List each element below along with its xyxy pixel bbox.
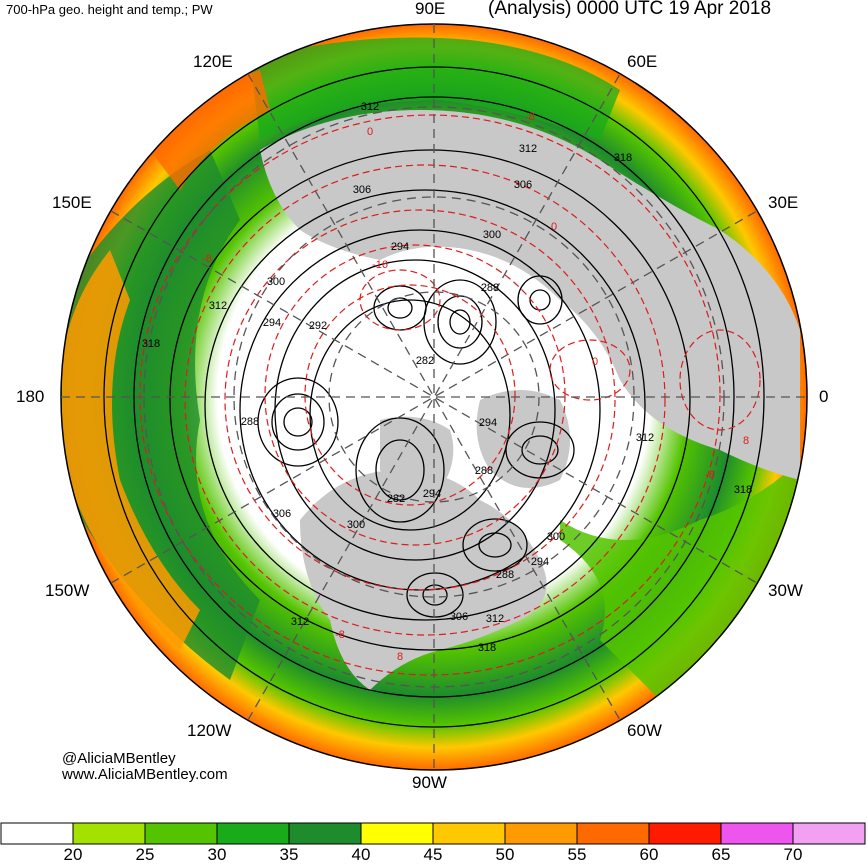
lon-label-120w: 120W xyxy=(187,721,232,740)
lon-label-30w: 30W xyxy=(768,581,803,600)
land-north-america xyxy=(300,470,547,690)
height-contour-label: 292 xyxy=(309,320,327,332)
credit-handle: @AliciaMBentley xyxy=(62,750,176,767)
temperature-contour-label: 0 xyxy=(551,221,557,233)
pw-band-indochina xyxy=(150,70,270,190)
height-contour-label: 312 xyxy=(486,613,504,625)
height-contours xyxy=(103,66,765,728)
height-contour-label: 306 xyxy=(514,179,532,191)
height-contour-label: 312 xyxy=(209,300,227,312)
height-contour-label: 288 xyxy=(241,416,259,428)
height-contour-labels: 312 312 318 306 306 300 294 288 300 294 312 318 292 2… xyxy=(142,101,752,654)
chart-title-left: 700-hPa geo. height and temp.; PW xyxy=(6,2,213,17)
lon-label-90e: 90E xyxy=(415,0,446,18)
lon-label-60w: 60W xyxy=(627,721,662,740)
colorbar-swatch xyxy=(216,822,290,845)
pw-band-asia xyxy=(250,37,620,140)
lon-label-180: 180 xyxy=(16,387,45,406)
height-contour-label: 312 xyxy=(519,143,537,155)
height-contour-label: 294 xyxy=(391,241,409,253)
colorbar-label: 20 xyxy=(63,845,83,864)
temperature-contour-label: 8 xyxy=(397,651,403,663)
colorbar-swatch xyxy=(360,822,434,845)
height-contour-label: 294 xyxy=(531,556,549,568)
lon-label-0: 0 xyxy=(819,387,829,406)
graticule xyxy=(61,24,807,770)
temperature-contour-label: -8 xyxy=(335,629,345,641)
lon-label-60e: 60E xyxy=(627,52,658,71)
temperature-contour-label: -8 xyxy=(705,469,715,481)
height-contour-label: 306 xyxy=(353,184,371,196)
height-contour-label: 288 xyxy=(481,282,499,294)
height-contour-label: 300 xyxy=(267,276,285,288)
colorbar-swatch xyxy=(792,822,866,845)
temperature-contours xyxy=(139,114,761,676)
height-contour-label: 312 xyxy=(291,616,309,628)
height-contour-label: 318 xyxy=(614,152,632,164)
height-contour-label: 312 xyxy=(636,432,654,444)
colorbar-label: 40 xyxy=(351,845,371,864)
colorbar xyxy=(0,822,866,845)
colorbar-label: 30 xyxy=(207,845,227,864)
height-contour-label: 294 xyxy=(263,317,281,329)
height-contour-label: 294 xyxy=(423,488,441,500)
height-contour-label: 300 xyxy=(347,519,365,531)
temperature-contour-label: 0 xyxy=(367,126,373,138)
temperature-contour-label: -8 xyxy=(525,111,535,123)
chart-title-right: (Analysis) 0000 UTC 19 Apr 2018 xyxy=(488,0,772,19)
temperature-contour-label: -16 xyxy=(372,259,388,271)
height-contour-label: 294 xyxy=(479,417,497,429)
colorbar-swatch xyxy=(288,822,362,845)
colorbar-swatch xyxy=(144,822,218,845)
colorbar-swatch xyxy=(432,822,506,845)
height-contour-label: 306 xyxy=(450,611,468,623)
colorbar-label: 55 xyxy=(567,845,587,864)
height-contour-label: 318 xyxy=(734,484,752,496)
colorbar-label: 70 xyxy=(783,845,803,864)
height-contour-label: 300 xyxy=(483,229,501,241)
temperature-contour-label: 8 xyxy=(743,435,749,447)
colorbar-label: 65 xyxy=(711,845,731,864)
height-contour-label: 318 xyxy=(478,642,496,654)
land-arctic-islands xyxy=(380,416,454,493)
colorbar-swatch xyxy=(576,822,650,845)
lon-label-150e: 150E xyxy=(52,193,92,212)
lon-label-90w: 90W xyxy=(412,773,447,792)
pw-band-pacific-warm xyxy=(62,250,200,650)
lon-label-150w: 150W xyxy=(45,581,90,600)
colorbar-swatch xyxy=(72,822,146,845)
colorbar-swatch xyxy=(720,822,794,845)
colorbar-swatch xyxy=(504,822,578,845)
height-contour-label: 282 xyxy=(416,355,434,367)
colorbar-label: 35 xyxy=(279,845,299,864)
colorbar-label: 45 xyxy=(423,845,443,864)
colorbar-label: 60 xyxy=(639,845,659,864)
credit-website[interactable]: www.AliciaMBentley.com xyxy=(62,766,228,783)
colorbar-label: 50 xyxy=(495,845,515,864)
height-contour-label: 312 xyxy=(361,101,379,113)
height-contour-label: 288 xyxy=(475,465,493,477)
colorbar-swatch xyxy=(0,822,74,845)
colorbar-swatch xyxy=(648,822,722,845)
pw-band-atlantic xyxy=(560,460,805,720)
height-contour-label: 282 xyxy=(387,493,405,505)
temperature-contour-labels: -8 -16 0 -8 0 8 0 -8 8 -8 xyxy=(202,111,749,663)
temperature-contour-label: 0 xyxy=(592,356,598,368)
temperature-contour-label: -8 xyxy=(202,253,212,265)
height-contour-label: 318 xyxy=(142,338,160,350)
colorbar-label: 25 xyxy=(135,845,155,864)
lon-label-120e: 120E xyxy=(193,52,233,71)
height-contour-label: 306 xyxy=(273,508,291,520)
height-contour-label: 300 xyxy=(547,531,565,543)
lon-label-30e: 30E xyxy=(768,193,799,212)
height-contour-label: 288 xyxy=(496,569,514,581)
